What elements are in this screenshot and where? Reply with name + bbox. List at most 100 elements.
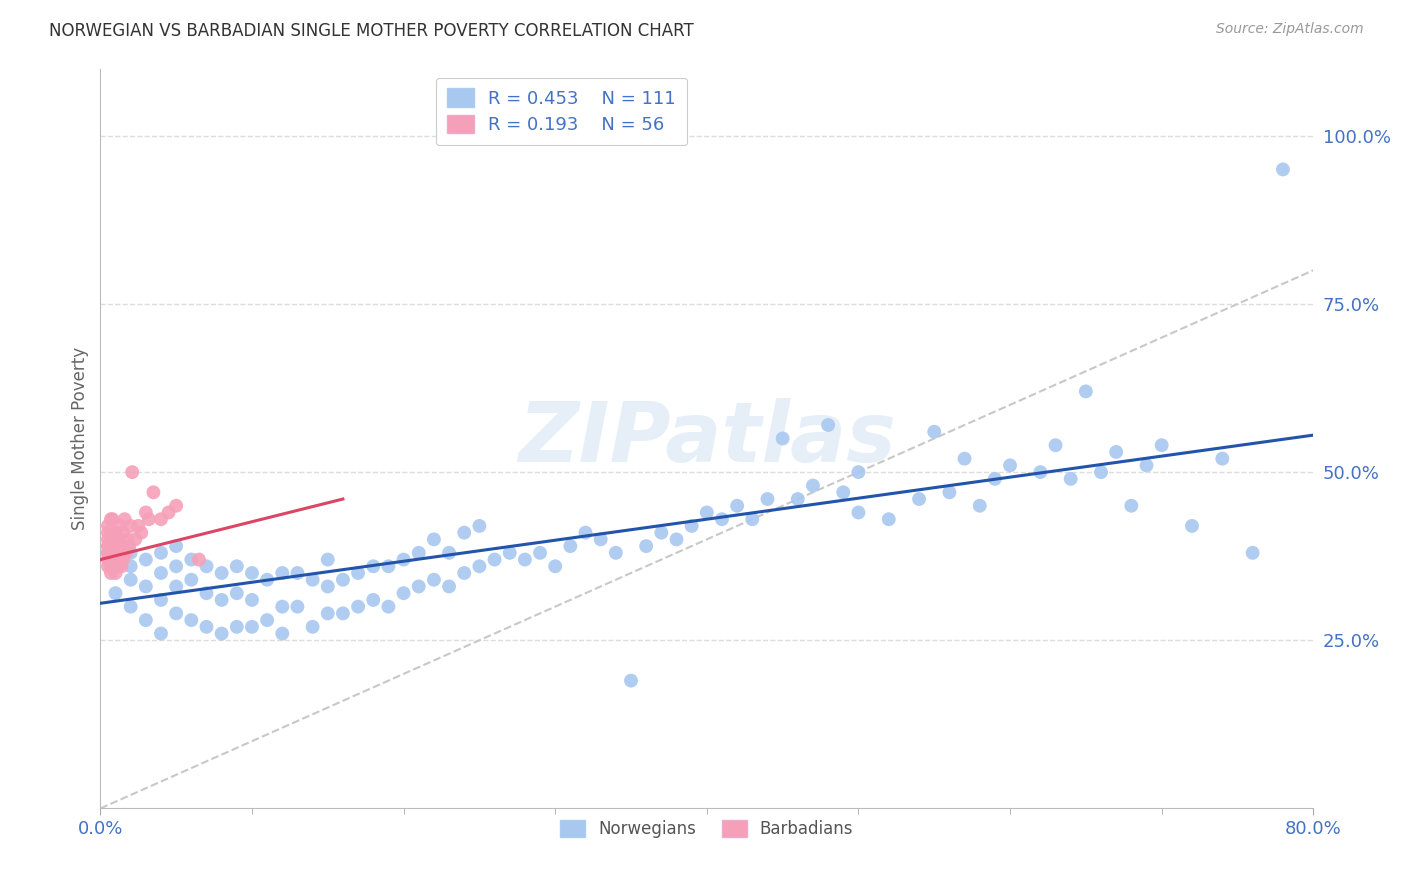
Point bbox=[114, 512, 136, 526]
Point bbox=[1029, 465, 1052, 479]
Point bbox=[117, 533, 139, 547]
Point bbox=[287, 599, 309, 614]
Point bbox=[240, 620, 263, 634]
Point bbox=[103, 533, 125, 547]
Point bbox=[97, 559, 120, 574]
Point bbox=[772, 432, 794, 446]
Point bbox=[180, 552, 202, 566]
Point bbox=[104, 546, 127, 560]
Point bbox=[1074, 384, 1097, 399]
Point bbox=[361, 559, 384, 574]
Point bbox=[135, 579, 157, 593]
Point bbox=[107, 559, 129, 574]
Point bbox=[150, 546, 173, 560]
Point bbox=[347, 599, 370, 614]
Point bbox=[97, 546, 120, 560]
Point bbox=[150, 593, 173, 607]
Point bbox=[135, 613, 157, 627]
Point bbox=[953, 451, 976, 466]
Point bbox=[468, 559, 491, 574]
Point bbox=[316, 607, 339, 621]
Point bbox=[135, 552, 157, 566]
Point bbox=[120, 599, 142, 614]
Point bbox=[499, 546, 522, 560]
Point bbox=[187, 552, 209, 566]
Point bbox=[1135, 458, 1157, 473]
Point bbox=[101, 559, 124, 574]
Point bbox=[1150, 438, 1173, 452]
Point bbox=[240, 566, 263, 580]
Point bbox=[211, 626, 233, 640]
Point bbox=[142, 485, 165, 500]
Point bbox=[211, 566, 233, 580]
Point bbox=[114, 546, 136, 560]
Point bbox=[969, 499, 991, 513]
Point bbox=[574, 525, 596, 540]
Point bbox=[271, 626, 294, 640]
Point bbox=[423, 533, 446, 547]
Point bbox=[120, 546, 142, 560]
Point bbox=[301, 620, 323, 634]
Point bbox=[104, 559, 127, 574]
Point bbox=[97, 539, 120, 553]
Point bbox=[97, 546, 120, 560]
Point bbox=[392, 552, 415, 566]
Point bbox=[832, 485, 855, 500]
Point bbox=[437, 546, 460, 560]
Point bbox=[998, 458, 1021, 473]
Point bbox=[107, 533, 129, 547]
Point bbox=[101, 546, 124, 560]
Point bbox=[225, 586, 247, 600]
Point bbox=[100, 539, 122, 553]
Point bbox=[225, 620, 247, 634]
Point bbox=[696, 506, 718, 520]
Point bbox=[756, 491, 779, 506]
Point bbox=[681, 519, 703, 533]
Point bbox=[741, 512, 763, 526]
Point bbox=[316, 579, 339, 593]
Point bbox=[180, 613, 202, 627]
Point bbox=[165, 579, 187, 593]
Point bbox=[377, 559, 399, 574]
Point bbox=[165, 559, 187, 574]
Point bbox=[100, 533, 122, 547]
Point bbox=[180, 573, 202, 587]
Point bbox=[1045, 438, 1067, 452]
Point bbox=[922, 425, 945, 439]
Point bbox=[271, 566, 294, 580]
Point bbox=[301, 573, 323, 587]
Point bbox=[108, 552, 131, 566]
Point bbox=[1181, 519, 1204, 533]
Point bbox=[605, 546, 627, 560]
Point bbox=[108, 519, 131, 533]
Point bbox=[101, 525, 124, 540]
Point bbox=[484, 552, 506, 566]
Point bbox=[316, 552, 339, 566]
Point bbox=[97, 539, 120, 553]
Point bbox=[468, 519, 491, 533]
Point bbox=[120, 559, 142, 574]
Point bbox=[100, 525, 122, 540]
Point bbox=[150, 512, 173, 526]
Point bbox=[135, 506, 157, 520]
Point bbox=[908, 491, 931, 506]
Point bbox=[195, 586, 218, 600]
Point bbox=[195, 559, 218, 574]
Point bbox=[453, 566, 475, 580]
Point bbox=[138, 512, 160, 526]
Point bbox=[100, 546, 122, 560]
Point bbox=[101, 512, 124, 526]
Point bbox=[544, 559, 567, 574]
Text: Source: ZipAtlas.com: Source: ZipAtlas.com bbox=[1216, 22, 1364, 37]
Point bbox=[150, 626, 173, 640]
Point bbox=[150, 566, 173, 580]
Point bbox=[112, 552, 135, 566]
Point bbox=[124, 533, 146, 547]
Point bbox=[423, 573, 446, 587]
Point bbox=[408, 546, 430, 560]
Point bbox=[1271, 162, 1294, 177]
Point bbox=[877, 512, 900, 526]
Point bbox=[938, 485, 960, 500]
Point bbox=[104, 586, 127, 600]
Point bbox=[1121, 499, 1143, 513]
